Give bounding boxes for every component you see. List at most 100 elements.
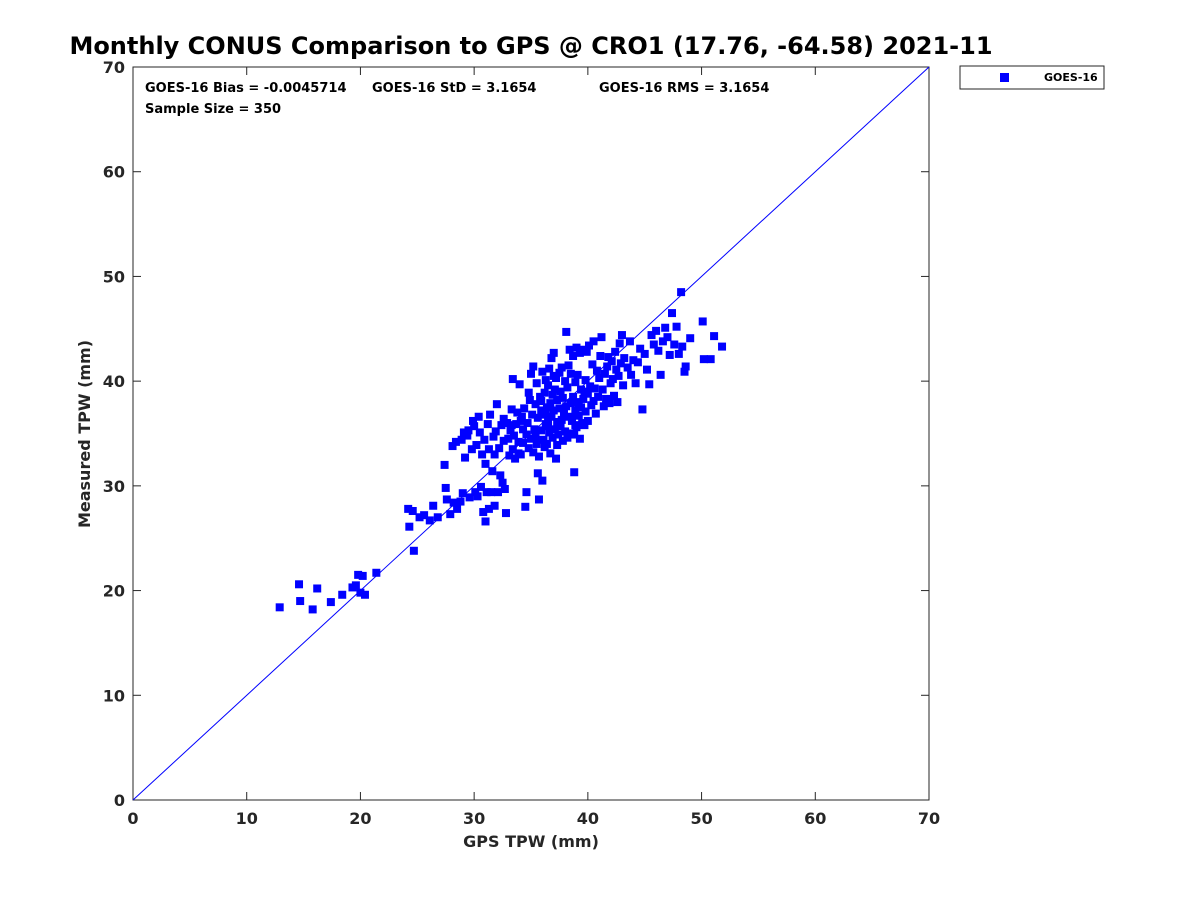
data-point <box>461 453 470 462</box>
data-point <box>495 444 504 453</box>
data-point <box>565 429 574 438</box>
y-tick-label: 50 <box>103 267 125 286</box>
data-point <box>561 377 570 386</box>
data-point <box>457 435 466 444</box>
data-point <box>607 357 616 366</box>
data-point <box>488 467 497 476</box>
legend-box <box>959 65 1105 90</box>
data-point <box>442 495 451 504</box>
data-point <box>534 495 543 504</box>
data-point <box>562 327 571 336</box>
data-point <box>440 460 449 469</box>
data-point <box>520 404 529 413</box>
data-point <box>354 570 363 579</box>
data-point <box>474 412 483 421</box>
data-point <box>674 349 683 358</box>
data-point <box>484 445 493 454</box>
data-point <box>584 341 593 350</box>
data-point <box>451 437 460 446</box>
data-point <box>633 358 642 367</box>
x-tick-label: 0 <box>127 809 138 828</box>
data-point <box>507 405 516 414</box>
data-point <box>583 416 592 425</box>
data-point <box>486 410 495 419</box>
data-point <box>356 588 365 597</box>
data-points <box>275 288 727 614</box>
data-point <box>531 400 540 409</box>
data-point <box>544 416 553 425</box>
data-point <box>521 502 530 511</box>
data-point <box>678 342 687 351</box>
data-point <box>530 425 539 434</box>
y-tick-label: 60 <box>103 163 125 182</box>
data-point <box>497 421 506 430</box>
data-point <box>605 399 614 408</box>
data-point <box>563 433 572 442</box>
data-point <box>499 436 508 445</box>
data-point <box>275 603 284 612</box>
data-point <box>476 482 485 491</box>
data-point <box>504 434 513 443</box>
sample-size-annotation: Sample Size = 350 <box>145 102 281 117</box>
data-point <box>541 408 550 417</box>
data-point <box>550 425 559 434</box>
data-point <box>512 420 521 429</box>
data-point <box>631 379 640 388</box>
data-point <box>408 506 417 515</box>
data-point <box>672 322 681 331</box>
data-point <box>503 419 512 428</box>
data-point <box>611 347 620 356</box>
data-point <box>627 370 636 379</box>
data-point <box>563 383 572 392</box>
one-to-one-reference-line <box>132 66 930 801</box>
data-point <box>542 439 551 448</box>
data-point <box>550 385 559 394</box>
data-point <box>602 394 611 403</box>
plot-area-frame <box>132 66 930 801</box>
x-tick-label: 30 <box>463 809 485 828</box>
data-point <box>608 375 617 384</box>
data-point <box>554 430 563 439</box>
data-point <box>647 331 656 340</box>
data-point <box>558 436 567 445</box>
data-point <box>668 309 677 318</box>
y-tick-label: 20 <box>103 582 125 601</box>
data-point <box>645 380 654 389</box>
legend-marker-goes-16 <box>1000 73 1009 82</box>
x-tick-label: 50 <box>690 809 712 828</box>
chart-title: Monthly CONUS Comparison to GPS @ CRO1 (… <box>69 32 992 60</box>
data-point <box>532 379 541 388</box>
data-point <box>625 337 634 346</box>
data-point <box>599 402 608 411</box>
data-point <box>542 403 551 412</box>
data-point <box>570 468 579 477</box>
data-point <box>511 454 520 463</box>
data-point <box>500 484 509 493</box>
data-point <box>555 368 564 377</box>
data-point <box>556 422 565 431</box>
data-point <box>580 421 589 430</box>
data-point <box>532 439 541 448</box>
data-point <box>616 359 625 368</box>
data-point <box>479 508 488 517</box>
data-point <box>420 511 429 520</box>
data-point <box>295 580 304 589</box>
data-point <box>446 510 455 519</box>
data-point <box>594 392 603 401</box>
data-point <box>529 362 538 371</box>
data-point <box>491 427 500 436</box>
data-point <box>519 438 528 447</box>
data-point <box>527 434 535 443</box>
x-tick-label: 40 <box>577 809 599 828</box>
data-point <box>537 397 546 406</box>
data-point <box>557 363 566 372</box>
data-point <box>623 363 632 372</box>
data-point <box>652 326 661 335</box>
data-point <box>718 342 727 351</box>
y-axis-label: Measured TPW (mm) <box>75 340 94 528</box>
data-point <box>456 497 465 506</box>
data-point <box>545 364 554 373</box>
data-point <box>604 353 613 362</box>
data-point <box>534 452 543 461</box>
data-point <box>574 411 583 420</box>
